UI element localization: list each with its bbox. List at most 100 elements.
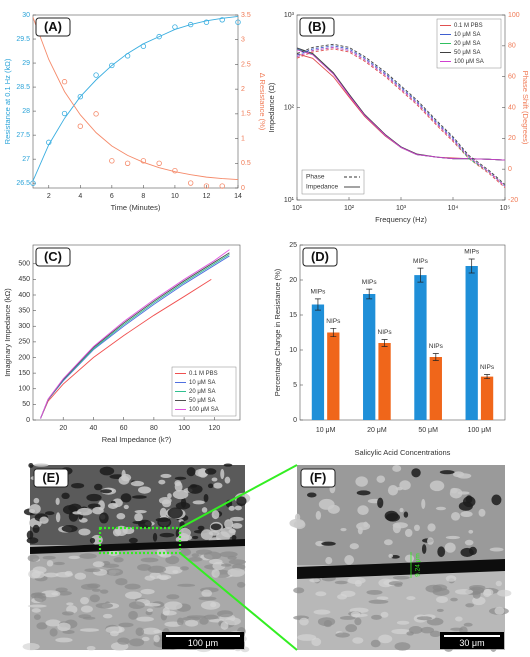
y-tick-label: 0 xyxy=(293,417,297,424)
sem-texture xyxy=(234,505,242,511)
sem-texture xyxy=(55,637,73,643)
bar xyxy=(414,275,427,420)
sem-texture xyxy=(177,583,196,587)
sem-texture xyxy=(89,537,96,544)
sem-texture xyxy=(451,511,461,521)
x-tick-label: 100 xyxy=(178,425,190,432)
sem-texture xyxy=(219,551,238,558)
sem-texture xyxy=(427,537,434,545)
error-bar xyxy=(381,339,388,347)
sem-texture xyxy=(64,570,73,576)
sem-texture xyxy=(153,629,163,634)
sem-texture xyxy=(478,508,486,517)
sem-texture xyxy=(27,604,47,608)
sem-texture xyxy=(109,630,119,637)
y2-tick-label: 100 xyxy=(508,12,520,19)
bar-label: MIPs xyxy=(311,289,327,296)
legend-label: 50 μM SA xyxy=(454,50,480,56)
sem-crack xyxy=(297,559,505,579)
phase-line xyxy=(296,48,506,189)
x-axis-label: Real Impedance (k?) xyxy=(102,435,172,444)
legend-label: 20 μM SA xyxy=(189,389,215,395)
sem-texture xyxy=(74,572,87,580)
data-point xyxy=(93,111,99,117)
data-point xyxy=(156,160,162,166)
sem-texture xyxy=(356,490,371,496)
scale-bar-label: 30 μm xyxy=(459,638,484,648)
data-point xyxy=(124,160,131,166)
sem-texture xyxy=(198,596,217,601)
sem-texture xyxy=(27,554,40,562)
x-tick-label: 6 xyxy=(110,193,114,200)
sem-texture xyxy=(325,556,333,565)
y-tick-label: 450 xyxy=(18,276,30,283)
sem-texture xyxy=(87,583,101,589)
panel-label: (A) xyxy=(44,19,62,34)
sem-texture xyxy=(99,466,115,476)
sem-texture xyxy=(489,547,504,552)
sem-texture xyxy=(299,617,309,626)
x-tick-label: 10² xyxy=(344,205,355,212)
x-axis-label: Salicylic Acid Concentrations xyxy=(355,448,451,457)
sem-texture xyxy=(349,543,359,550)
y-tick-label: 27 xyxy=(22,156,30,163)
sem-texture xyxy=(339,616,356,620)
sem-texture xyxy=(41,590,61,598)
sem-texture xyxy=(161,499,172,508)
y-tick-label: 30 xyxy=(22,12,30,19)
sem-texture xyxy=(220,621,229,630)
sem-texture xyxy=(357,526,363,535)
data-line xyxy=(32,15,239,181)
sem-texture xyxy=(129,638,145,647)
sem-texture xyxy=(411,468,421,478)
panel-label: (F) xyxy=(310,470,327,485)
sem-texture xyxy=(147,565,167,574)
sem-texture xyxy=(491,494,502,506)
error-bar xyxy=(468,258,475,274)
sem-texture xyxy=(439,470,455,475)
x-tick-label: 60 xyxy=(120,425,128,432)
sem-texture xyxy=(468,529,474,534)
y2-tick-label: 0 xyxy=(508,166,512,173)
sem-texture xyxy=(45,619,62,627)
sem-texture xyxy=(187,484,203,494)
y-tick-label: 300 xyxy=(18,323,30,330)
bar-label: NIPs xyxy=(378,329,393,336)
data-point xyxy=(93,72,99,78)
y2-tick-label: 3 xyxy=(241,37,245,44)
panel-label-box xyxy=(302,247,338,267)
sem-texture xyxy=(399,507,404,513)
sem-texture xyxy=(29,503,41,514)
data-line xyxy=(40,278,212,419)
style-legend-label: Phase xyxy=(306,174,325,181)
data-point xyxy=(109,62,115,69)
sem-texture xyxy=(121,469,126,481)
panel-label: (E) xyxy=(42,470,59,485)
data-line xyxy=(32,17,239,181)
sem-texture xyxy=(463,622,473,627)
panel-label-box xyxy=(300,468,336,488)
x-tick-label: 12 xyxy=(203,193,211,200)
sem-texture xyxy=(306,492,317,498)
sem-texture xyxy=(39,516,49,524)
y2-tick-label: 40 xyxy=(508,104,516,111)
sem-texture xyxy=(107,550,120,556)
sem-texture xyxy=(383,539,393,546)
sem-texture xyxy=(450,597,458,602)
sem-texture xyxy=(32,524,40,534)
sem-texture xyxy=(197,525,205,531)
sem-texture xyxy=(62,630,75,634)
sem-texture xyxy=(384,510,399,521)
y2-tick-label: 0 xyxy=(241,185,245,192)
legend-label: 10 μM SA xyxy=(454,32,480,38)
sem-texture xyxy=(311,637,322,647)
sem-texture xyxy=(323,619,333,628)
sem-texture xyxy=(34,463,49,467)
sem-texture xyxy=(449,488,463,499)
sem-texture xyxy=(420,626,435,634)
sem-texture xyxy=(137,564,152,571)
sem-texture xyxy=(497,589,512,597)
sem-texture xyxy=(68,555,80,560)
